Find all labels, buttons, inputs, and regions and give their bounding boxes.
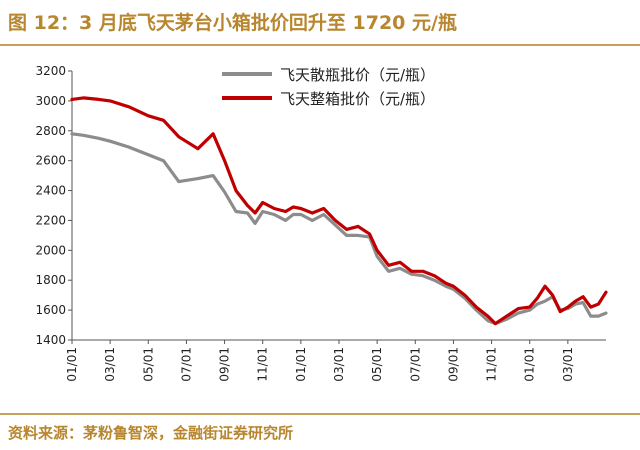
- series-lines: [70, 96, 608, 326]
- figure-header: 图 12：3 月底飞天茅台小箱批价回升至 1720 元/瓶: [0, 0, 640, 44]
- y-tick-label: 3200: [35, 64, 66, 78]
- x-tick-label: 05/01: [141, 347, 155, 382]
- y-tick-label: 3000: [35, 94, 66, 108]
- y-tick-label: 1800: [35, 273, 66, 287]
- x-tick-label: 09/01: [218, 347, 232, 382]
- y-tick-label: 2400: [35, 184, 66, 198]
- x-tick-label: 01/01: [65, 347, 79, 382]
- x-tick-label: 11/01: [256, 347, 270, 382]
- source-note: 资料来源：茅粉鲁智深，金融街证券研究所: [8, 424, 294, 442]
- x-tick-label: 05/01: [370, 347, 384, 382]
- x-tick-label: 09/01: [446, 347, 460, 382]
- y-tick-label: 2800: [35, 124, 66, 138]
- y-tick-labels: 1400 1600 1800 2000 2200 2400 2600 2800 3000 3200: [35, 64, 72, 347]
- series-line-full-case: [70, 96, 608, 326]
- title-divider: [0, 44, 640, 46]
- figure-title: 图 12：3 月底飞天茅台小箱批价回升至 1720 元/瓶: [8, 12, 457, 34]
- y-tick-label: 2600: [35, 154, 66, 168]
- series-line-bulk-bottle: [70, 132, 608, 326]
- legend-label: 飞天整箱批价（元/瓶）: [280, 90, 435, 108]
- legend: 飞天散瓶批价（元/瓶） 飞天整箱批价（元/瓶）: [222, 66, 435, 108]
- y-tick-label: 1400: [35, 333, 66, 347]
- y-tick-label: 1600: [35, 303, 66, 317]
- x-tick-label: 03/01: [103, 347, 117, 382]
- x-tick-label: 07/01: [408, 347, 422, 382]
- x-tick-labels: 01/01 03/01 05/01 07/01 09/01 11/01 01/01 03/01…: [65, 340, 575, 382]
- x-tick-label: 11/01: [485, 347, 499, 382]
- y-tick-label: 2200: [35, 213, 66, 227]
- legend-label: 飞天散瓶批价（元/瓶）: [280, 66, 435, 84]
- x-tick-label: 01/01: [294, 347, 308, 382]
- footer-divider: [0, 413, 640, 415]
- x-tick-label: 01/01: [523, 347, 537, 382]
- x-tick-label: 03/01: [332, 347, 346, 382]
- x-tick-label: 03/01: [561, 347, 575, 382]
- x-axis: 01/01 03/01 05/01 07/01 09/01 11/01 01/01 03/01…: [65, 339, 606, 382]
- y-tick-label: 2000: [35, 243, 66, 257]
- x-tick-label: 07/01: [179, 347, 193, 382]
- y-axis: 1400 1600 1800 2000 2200 2400 2600 2800 3000 3200: [35, 64, 73, 347]
- line-chart: 1400 1600 1800 2000 2200 2400 2600 2800 3000 3200…: [35, 64, 608, 382]
